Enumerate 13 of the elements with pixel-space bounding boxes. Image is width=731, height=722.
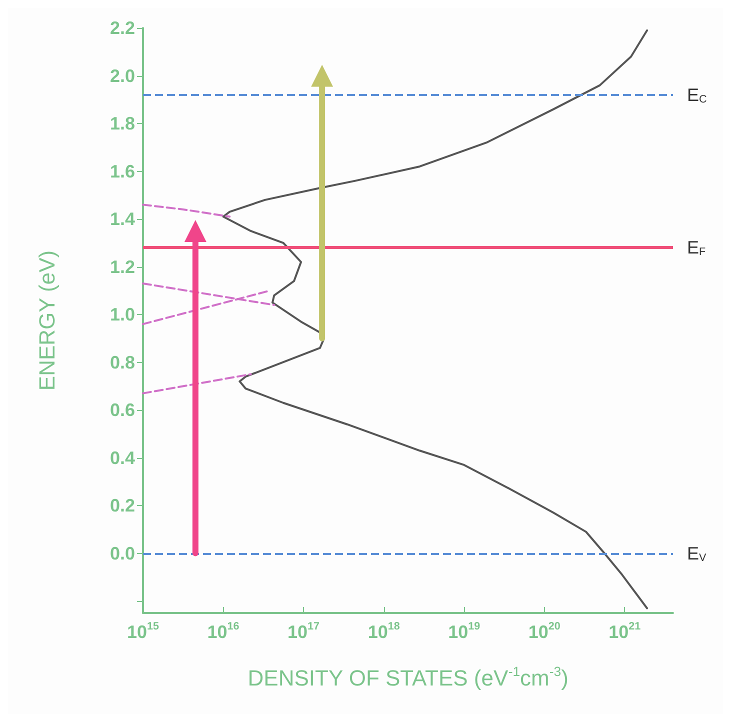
y-tick-label: 0.4 <box>110 448 135 468</box>
y-tick-label: 1.0 <box>110 304 135 325</box>
y-axis-title: ENERGY (eV) <box>34 250 60 391</box>
y-tick-label: 0.8 <box>110 352 135 372</box>
y-tick-label: 2.0 <box>110 66 135 86</box>
y-tick-label: 0.0 <box>110 543 135 564</box>
y-tick-label: 0.6 <box>110 400 135 420</box>
y-tick-label: 1.2 <box>110 256 135 277</box>
y-tick-label: 1.4 <box>110 209 135 230</box>
y-tick-label: 0.2 <box>110 496 135 516</box>
y-tick-label: 1.6 <box>110 161 135 182</box>
y-tick-label: 1.8 <box>110 114 135 134</box>
y-tick-label: 2.2 <box>110 18 135 38</box>
